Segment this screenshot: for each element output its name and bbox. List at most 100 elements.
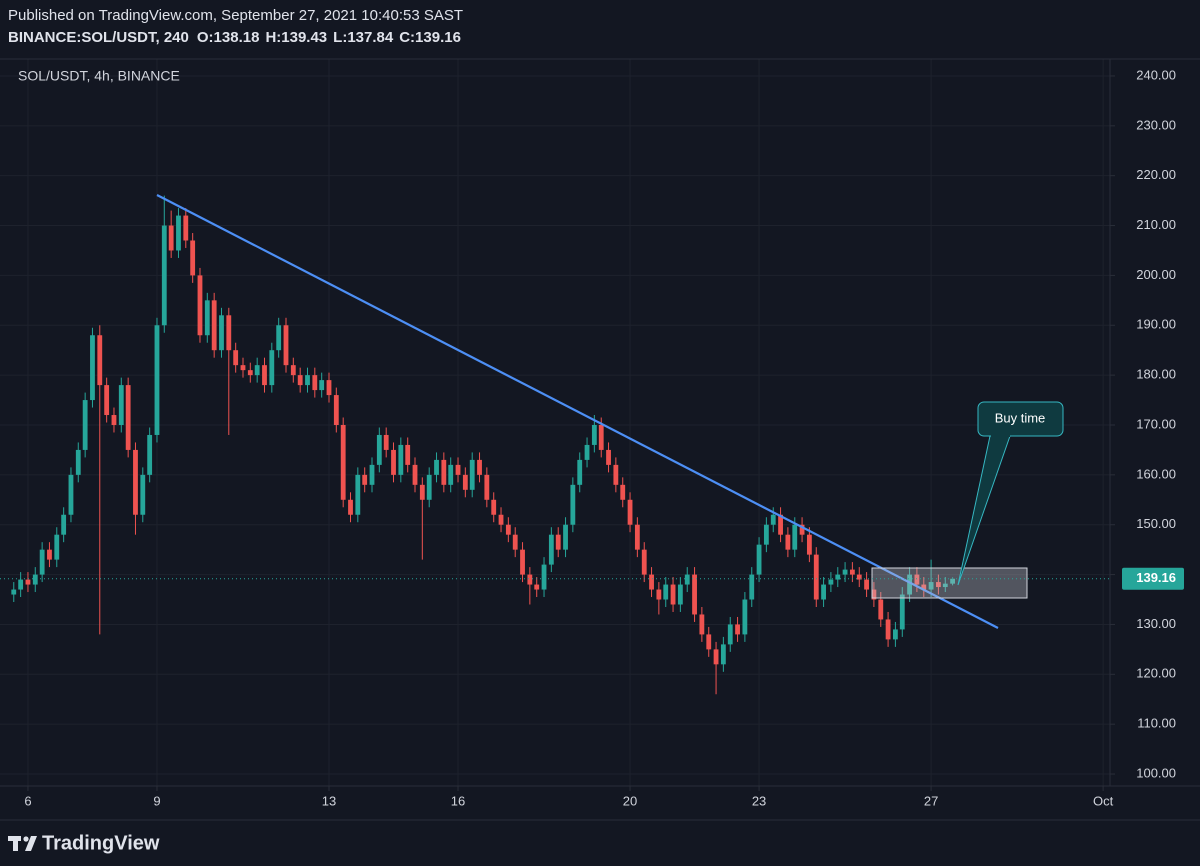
candle-body [376,434,382,465]
candle-body [355,474,361,515]
ohlc-label: C: [399,29,415,46]
candle-body [398,444,404,475]
y-tick-label: 230.00 [1136,117,1176,132]
candles [11,195,956,695]
candle-body [219,315,224,351]
candle-body [491,499,497,515]
candle-body [871,589,877,600]
candle-body [634,524,640,550]
candle-body [856,574,862,580]
candle-body [821,584,826,600]
candle-body [412,464,418,485]
candle-body [813,554,819,600]
x-tick-label: 13 [322,793,336,808]
x-tick-label: 20 [623,793,637,808]
candle-body [211,300,217,351]
candle-body [448,464,454,485]
candle-body [39,549,45,575]
x-tick-label: 23 [752,793,766,808]
candle-body [606,449,611,465]
candle-body [32,574,38,585]
x-tick-label: 27 [924,793,938,808]
candle-body [577,459,583,485]
candle-body [204,300,210,336]
candle-body [792,524,798,550]
candle-body [742,599,748,635]
candle-body [140,474,146,515]
y-tick-label: 100.00 [1136,765,1176,780]
candle-body [512,534,518,550]
logo-mark [13,836,18,851]
candle-body [262,365,267,386]
candle-body [613,464,619,485]
candle-body [369,464,375,485]
candle-body [326,380,332,396]
candle-body [68,474,74,515]
y-tick-label: 210.00 [1136,217,1176,232]
candle-body [799,524,805,535]
y-tick-label: 190.00 [1136,317,1176,332]
y-tick-label: 110.00 [1137,716,1176,731]
candle-body [419,484,425,500]
candle-body [899,594,905,630]
candle-body [90,335,95,401]
candle-body [247,370,253,376]
candle-body [864,579,869,590]
candle-body [921,584,927,590]
candle-body [692,574,697,615]
candle-body [97,335,103,386]
candle-body [928,582,934,590]
candle-body [555,534,561,550]
candle-body [663,584,669,600]
symbol: BINANCE:SOL/USDT, 240 [8,29,189,46]
candle-body [54,534,60,560]
x-tick-label: 6 [24,793,31,808]
candle-body [477,459,482,475]
ohlc-label: L: [333,29,347,46]
candle-body [283,325,289,366]
candle-body [434,459,439,475]
candle-body [670,584,676,605]
y-tick-label: 180.00 [1136,367,1176,382]
candle-body [340,424,346,500]
candle-body [835,574,841,580]
y-tick-label: 130.00 [1136,616,1176,631]
candle-body [168,225,174,251]
candle-body [484,474,490,500]
candle-body [190,240,196,276]
candle-body [785,534,791,550]
candle-body [441,459,447,485]
candle-body [548,534,554,565]
x-tick-label: Oct [1093,793,1114,808]
buy-zone [871,567,1028,599]
ohlc-label: O: [197,29,214,46]
logo-mark [23,836,29,842]
candle-body [125,385,131,450]
candle-body [584,444,590,460]
candle-body [11,589,17,595]
ohlc-value: 137.84 [347,29,394,46]
y-tick-label: 150.00 [1136,516,1176,531]
candle-body [892,629,898,640]
candle-body [598,424,604,450]
candle-body [333,395,339,425]
candle-body [770,514,776,525]
callout-text: Buy time [995,410,1046,425]
candle-body [183,215,189,241]
y-tick-label: 220.00 [1136,167,1176,182]
y-tick-label: 170.00 [1136,416,1176,431]
last-price-badge [1122,567,1184,590]
candle-body [391,449,396,475]
candle-body [806,534,812,555]
candle-body [161,225,167,326]
candle-body [914,574,920,585]
candle-body [720,644,726,665]
candle-body [842,569,848,575]
candle-body [319,380,325,391]
logo: TradingView [8,832,160,854]
candle-body [620,484,626,500]
candle-body [240,365,246,371]
candle-body [104,385,110,416]
candle-body [828,579,834,585]
y-tick-label: 160.00 [1136,466,1176,481]
